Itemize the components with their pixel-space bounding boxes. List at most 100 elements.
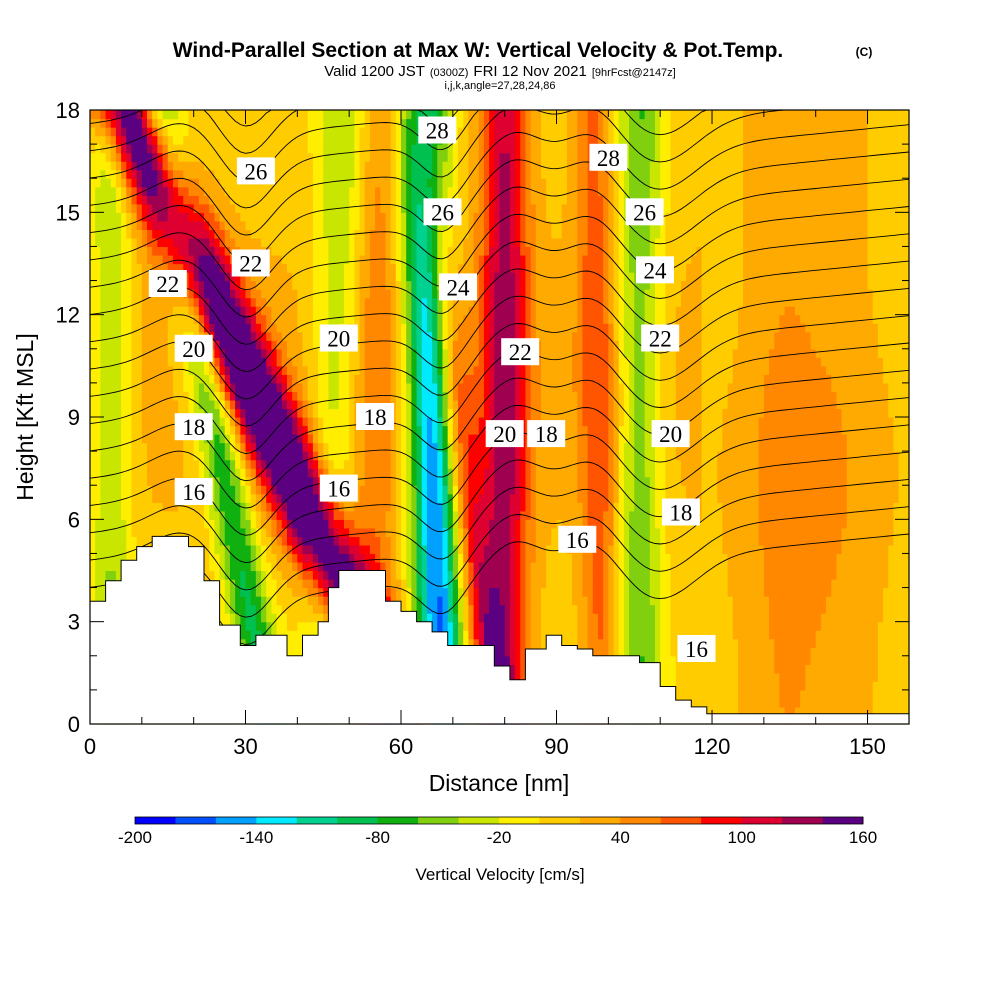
velocity-cell: [209, 314, 215, 324]
velocity-cell: [297, 289, 304, 299]
velocity-cell: [421, 442, 428, 452]
velocity-cell: [380, 195, 387, 205]
velocity-cell: [390, 536, 397, 546]
velocity-cell: [390, 561, 397, 572]
velocity-cell: [401, 152, 407, 162]
velocity-cell: [224, 502, 231, 512]
velocity-cell: [95, 340, 101, 350]
velocity-cell: [281, 357, 288, 367]
velocity-cell: [229, 331, 236, 341]
velocity-cell: [224, 459, 231, 469]
velocity-cell: [115, 306, 122, 316]
velocity-cell: [235, 195, 241, 205]
velocity-cell: [219, 536, 226, 546]
velocity-cell: [385, 178, 392, 188]
velocity-cell: [224, 553, 231, 563]
velocity-cell: [105, 502, 112, 512]
velocity-cell: [328, 365, 335, 375]
velocity-cell: [375, 502, 381, 512]
velocity-cell: [172, 399, 179, 410]
velocity-cell: [426, 178, 433, 188]
velocity-cell: [131, 365, 138, 375]
velocity-cell: [219, 280, 226, 290]
velocity-cell: [307, 357, 314, 367]
velocity-cell: [297, 510, 304, 520]
velocity-cell: [115, 272, 122, 282]
velocity-cell: [147, 135, 153, 145]
velocity-cell: [442, 178, 449, 188]
velocity-cell: [198, 127, 205, 137]
velocity-cell: [323, 613, 330, 623]
velocity-cell: [395, 374, 402, 384]
velocity-cell: [281, 408, 288, 418]
velocity-cell: [312, 604, 319, 614]
velocity-cell: [110, 246, 117, 256]
velocity-cell: [395, 306, 402, 316]
velocity-cell: [219, 306, 226, 316]
velocity-cell: [110, 374, 117, 384]
velocity-cell: [224, 144, 231, 154]
velocity-cell: [121, 246, 127, 256]
velocity-cell: [121, 152, 127, 162]
velocity-cell: [131, 306, 138, 316]
velocity-cell: [214, 553, 221, 563]
velocity-cell: [442, 587, 449, 597]
velocity-cell: [354, 519, 361, 529]
velocity-cell: [411, 254, 418, 265]
velocity-cell: [437, 340, 444, 350]
velocity-cell: [426, 357, 433, 367]
velocity-cell: [240, 536, 247, 546]
velocity-cell: [307, 246, 314, 256]
velocity-cell: [312, 280, 319, 290]
velocity-cell: [172, 408, 179, 418]
velocity-cell: [271, 442, 278, 452]
velocity-cell: [245, 306, 252, 316]
velocity-cell: [442, 237, 449, 248]
velocity-cell: [369, 220, 376, 230]
velocity-cell: [328, 510, 335, 520]
velocity-cell: [105, 203, 112, 213]
velocity-cell: [266, 272, 273, 282]
velocity-cell: [318, 127, 324, 137]
velocity-cell: [432, 510, 438, 520]
velocity-cell: [261, 135, 267, 145]
velocity-cell: [380, 254, 387, 265]
velocity-cell: [245, 382, 252, 393]
velocity-cell: [115, 229, 122, 239]
velocity-cell: [271, 314, 278, 324]
velocity-cell: [209, 272, 215, 282]
velocity-cell: [307, 237, 314, 248]
velocity-cell: [318, 118, 324, 128]
velocity-cell: [395, 579, 402, 589]
velocity-cell: [245, 340, 252, 350]
velocity-cell: [183, 442, 190, 452]
velocity-cell: [152, 434, 158, 444]
velocity-cell: [121, 280, 127, 290]
velocity-cell: [261, 604, 267, 614]
velocity-cell: [401, 442, 407, 452]
velocity-cell: [307, 110, 314, 120]
velocity-cell: [432, 289, 438, 299]
velocity-cell: [219, 152, 226, 162]
velocity-cell: [152, 178, 158, 188]
velocity-cell: [250, 527, 257, 537]
velocity-cell: [369, 203, 376, 213]
velocity-cell: [255, 630, 262, 640]
velocity-cell: [235, 237, 241, 248]
subtitle-valid: Valid 1200 JST: [324, 63, 425, 80]
velocity-cell: [209, 178, 215, 188]
velocity-cell: [359, 135, 366, 145]
velocity-cell: [406, 519, 412, 529]
velocity-cell: [286, 553, 293, 563]
velocity-cell: [385, 442, 392, 452]
velocity-cell: [416, 553, 423, 563]
velocity-cell: [302, 553, 309, 563]
velocity-cell: [292, 246, 298, 256]
velocity-cell: [349, 434, 355, 444]
velocity-cell: [333, 502, 340, 512]
velocity-cell: [271, 135, 278, 145]
velocity-cell: [157, 297, 164, 307]
velocity-cell: [110, 348, 117, 358]
velocity-cell: [255, 468, 262, 478]
velocity-cell: [375, 553, 381, 563]
